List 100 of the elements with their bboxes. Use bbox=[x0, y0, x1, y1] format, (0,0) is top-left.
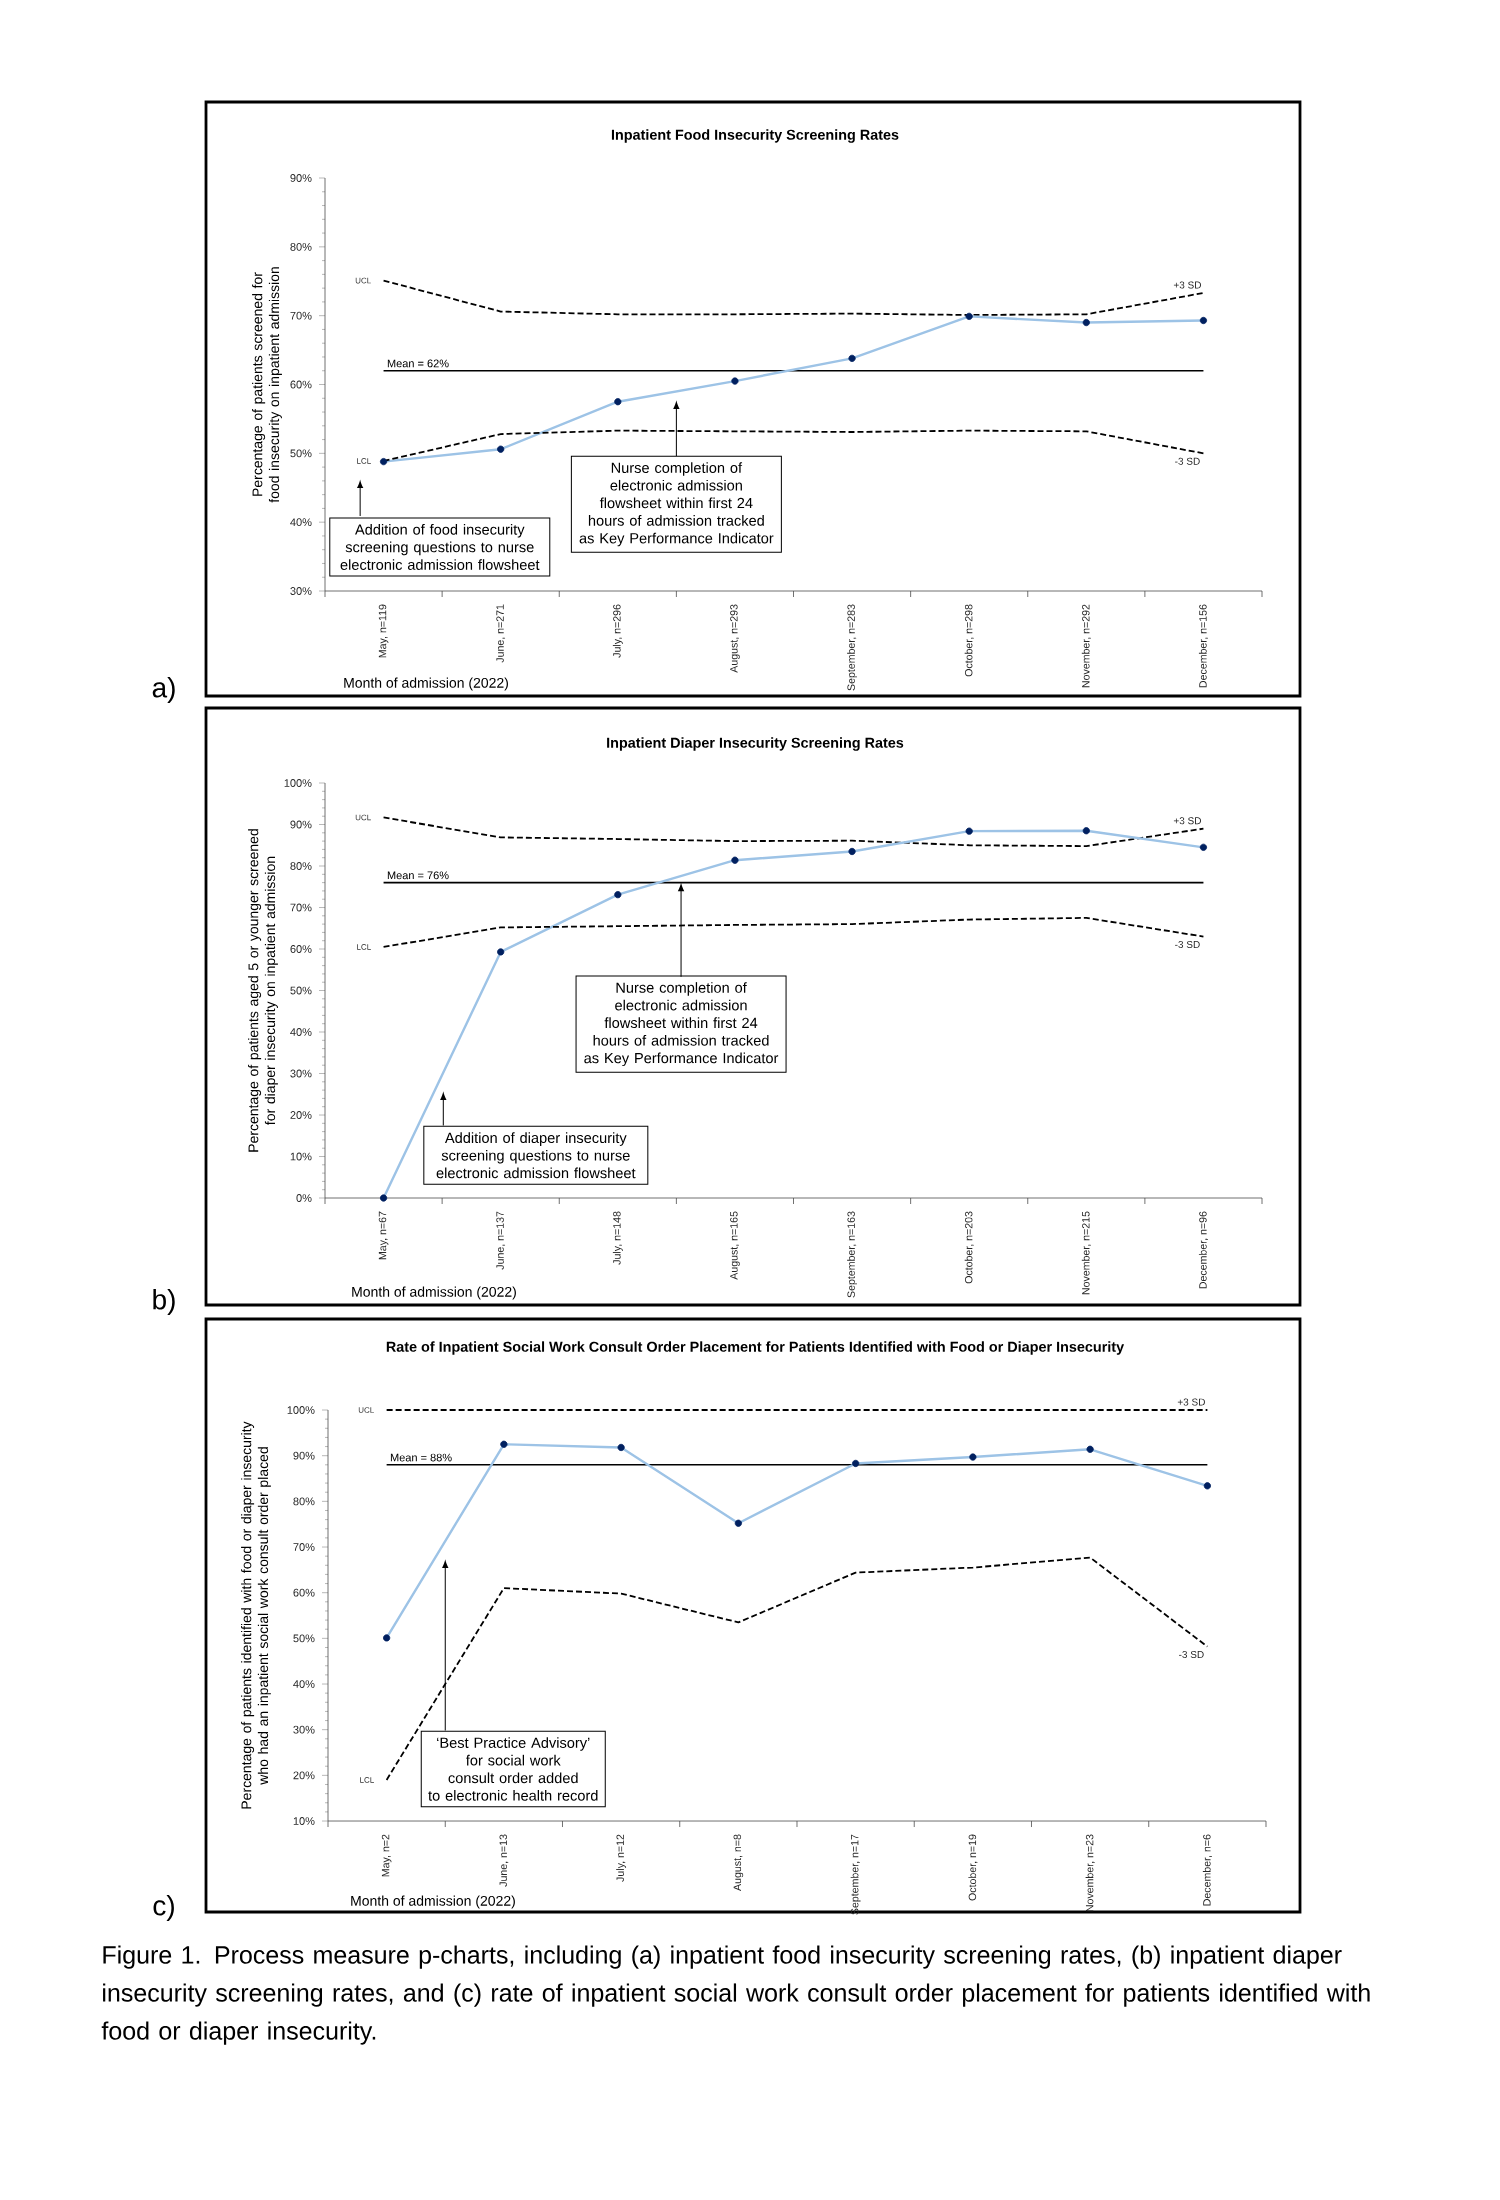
y-tick-label: 50% bbox=[293, 1634, 315, 1643]
x-axis-title: Month of admission (2022) bbox=[352, 1286, 516, 1300]
x-tick-label: September, n=17 bbox=[850, 1834, 861, 1915]
y-tick-label: 50% bbox=[290, 449, 312, 458]
y-tick-label: 40% bbox=[290, 1028, 312, 1036]
point bbox=[617, 1443, 625, 1452]
point bbox=[500, 1440, 508, 1448]
x-tick-label: December, n=6 bbox=[1202, 1834, 1212, 1906]
series-label: UCL bbox=[355, 277, 371, 284]
point bbox=[383, 1634, 391, 1642]
y-axis-title: Percentage of patients identified with food or diaper insecurity who had an inpatient social work consult order placed bbox=[241, 1421, 271, 1809]
x-tick-label: July, n=148 bbox=[612, 1211, 623, 1265]
y-tick-label: 100% bbox=[287, 1406, 315, 1414]
x-tick-label: October, n=19 bbox=[968, 1834, 978, 1901]
point bbox=[614, 398, 622, 406]
x-tick-label: December, n=156 bbox=[1198, 604, 1208, 688]
annotation: Nurse completion of electronic admission flowsheet within first 24 hours of admission tracked as Key Performance Indicator bbox=[579, 462, 774, 547]
chart-title: Inpatient Diaper Insecurity Screening Rates bbox=[607, 737, 904, 751]
point bbox=[969, 1453, 977, 1461]
point bbox=[852, 1459, 860, 1468]
point bbox=[731, 377, 739, 385]
y-tick-label: 90% bbox=[290, 174, 312, 182]
y-tick-label: 70% bbox=[293, 1543, 315, 1551]
y-tick-label: 80% bbox=[293, 1497, 315, 1506]
x-tick-label: July, n=12 bbox=[616, 1834, 627, 1882]
text: a) bbox=[152, 676, 175, 704]
series-label: LCL bbox=[357, 944, 371, 950]
annotation: Addition of diaper insecurity screening questions to nurse electronic admission flowsheet bbox=[436, 1132, 636, 1179]
x-tick-label: May, n=119 bbox=[378, 604, 389, 658]
point bbox=[848, 354, 856, 362]
y-axis-title: Percentage of patients aged 5 or younger screened for diaper insecurity on inpatient admission bbox=[248, 829, 278, 1152]
text: c) bbox=[153, 1894, 174, 1922]
point bbox=[1199, 843, 1208, 851]
x-tick-label: May, n=2 bbox=[381, 1834, 392, 1877]
series-label: UCL bbox=[358, 1407, 374, 1413]
y-tick-label: 50% bbox=[290, 986, 312, 995]
series-label: UCL bbox=[355, 814, 371, 821]
y-tick-label: 100% bbox=[284, 779, 312, 787]
point bbox=[379, 458, 388, 466]
annotation: -3 SD bbox=[1175, 940, 1200, 949]
y-tick-label: 10% bbox=[293, 1817, 315, 1825]
y-tick-label: 60% bbox=[290, 380, 312, 389]
x-axis-title: Month of admission (2022) bbox=[351, 1895, 515, 1909]
x-tick-label: June, n=137 bbox=[496, 1211, 506, 1270]
point bbox=[734, 1519, 742, 1527]
point bbox=[497, 445, 505, 453]
series-label: LCL bbox=[357, 458, 371, 464]
x-tick-label: August, n=293 bbox=[730, 604, 740, 673]
text: b) bbox=[153, 1288, 175, 1316]
annotation: Addition of food insecurity screening questions to nurse electronic admission flowsheet bbox=[340, 524, 540, 570]
x-tick-label: October, n=203 bbox=[964, 1211, 974, 1284]
annotation: +3 SD bbox=[1173, 281, 1201, 289]
chart-title: Inpatient Food Insecurity Screening Rates bbox=[611, 129, 899, 143]
y-tick-label: 90% bbox=[290, 820, 312, 829]
series-label: LCL bbox=[360, 1777, 374, 1783]
x-tick-label: October, n=298 bbox=[964, 604, 974, 677]
point bbox=[965, 312, 973, 320]
point bbox=[1082, 827, 1090, 835]
y-axis-title: Percentage of patients screened for food insecurity on inpatient admission bbox=[252, 267, 282, 503]
point bbox=[848, 847, 856, 856]
y-tick-label: 40% bbox=[293, 1680, 315, 1688]
x-tick-label: September, n=283 bbox=[847, 604, 857, 691]
point bbox=[614, 891, 622, 899]
y-tick-label: 80% bbox=[290, 862, 312, 870]
x-tick-label: August, n=165 bbox=[730, 1211, 740, 1280]
x-tick-label: June, n=13 bbox=[499, 1834, 509, 1887]
caption: Figure 1. Process measure p-charts, including (a) inpatient food insecurity screening rates, (b) inpatient diaper insecurity screening rates, and (c) rate of inpatient social work consult order placement for patients identified with food or diaper insecurity. bbox=[101, 1945, 1370, 2045]
ref-line-label: Mean = 62% bbox=[387, 359, 449, 368]
x-axis-title: Month of admission (2022) bbox=[344, 677, 508, 691]
point bbox=[1203, 1482, 1211, 1490]
y-tick-label: 70% bbox=[290, 903, 312, 912]
x-tick-label: September, n=163 bbox=[847, 1211, 857, 1298]
ref-line-label: Mean = 76% bbox=[387, 871, 449, 880]
point bbox=[965, 827, 973, 835]
y-tick-label: 10% bbox=[290, 1152, 312, 1161]
y-tick-label: 60% bbox=[293, 1588, 315, 1597]
x-tick-label: November, n=292 bbox=[1081, 604, 1091, 688]
y-tick-label: 20% bbox=[293, 1771, 315, 1780]
y-tick-label: 80% bbox=[290, 242, 312, 251]
annotation: Nurse completion of electronic admission flowsheet within first 24 hours of admission tracked as Key Performance Indicator bbox=[584, 982, 779, 1067]
chart-title: Rate of Inpatient Social Work Consult Order Placement for Patients Identified with Food or Diaper Insecurity bbox=[386, 1341, 1125, 1355]
annotation: +3 SD bbox=[1177, 1398, 1205, 1406]
point bbox=[1082, 318, 1090, 327]
y-tick-label: 90% bbox=[293, 1451, 315, 1460]
x-tick-label: May, n=67 bbox=[378, 1211, 389, 1260]
line-series bbox=[382, 816, 1205, 847]
point bbox=[1199, 316, 1208, 325]
y-tick-label: 20% bbox=[290, 1111, 312, 1119]
x-tick-label: November, n=215 bbox=[1081, 1211, 1091, 1295]
annotation: -3 SD bbox=[1175, 457, 1200, 465]
y-tick-label: 0% bbox=[296, 1194, 312, 1202]
x-tick-label: December, n=96 bbox=[1198, 1211, 1208, 1289]
x-tick-label: November, n=23 bbox=[1085, 1834, 1095, 1912]
x-tick-label: August, n=8 bbox=[733, 1834, 744, 1891]
x-tick-label: July, n=296 bbox=[612, 604, 623, 658]
y-tick-label: 40% bbox=[290, 518, 312, 527]
annotation: ‘Best Practice Advisory’ for social work consult order added to electronic health record bbox=[428, 1737, 598, 1801]
y-tick-label: 30% bbox=[290, 587, 312, 595]
y-tick-label: 70% bbox=[290, 311, 312, 320]
point bbox=[1086, 1445, 1094, 1453]
